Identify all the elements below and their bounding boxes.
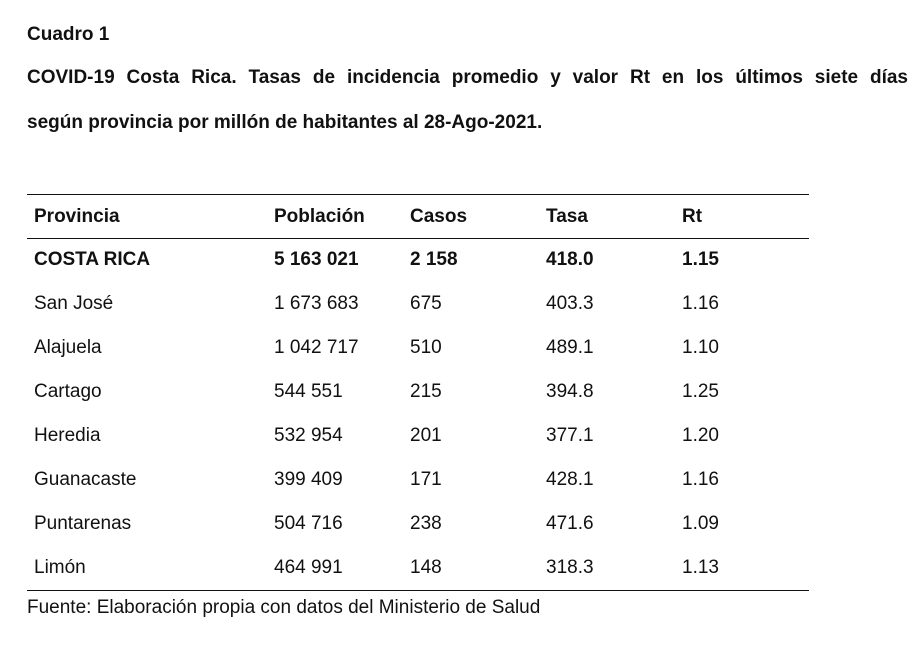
cell-casos: 201 <box>410 425 442 446</box>
cell-tasa: 428.1 <box>546 469 594 490</box>
cell-tasa: 377.1 <box>546 425 594 446</box>
table-row: Alajuela 1 042 717 510 489.1 1.10 <box>27 326 809 370</box>
cell-casos: 2 158 <box>410 249 458 270</box>
cell-rt: 1.09 <box>682 513 719 534</box>
cell-tasa: 403.3 <box>546 293 594 314</box>
cell-tasa: 318.3 <box>546 557 594 578</box>
table-row: Guanacaste 399 409 171 428.1 1.16 <box>27 458 809 502</box>
total-row: COSTA RICA 5 163 021 2 158 418.0 1.15 <box>27 238 809 282</box>
cell-poblacion: 1 673 683 <box>274 293 359 314</box>
cell-tasa: 471.6 <box>546 513 594 534</box>
cell-provincia: Guanacaste <box>34 469 137 490</box>
cell-provincia: Heredia <box>34 425 101 446</box>
cell-poblacion: 504 716 <box>274 513 343 534</box>
cell-provincia: San José <box>34 293 114 314</box>
table-header-rule <box>27 238 809 239</box>
table-row: Limón 464 991 148 318.3 1.13 <box>27 546 809 590</box>
caption-line-1: COVID-19 Costa Rica. Tasas de incidencia… <box>27 67 908 88</box>
province-table: Provincia Población Casos Tasa Rt COSTA … <box>27 195 809 590</box>
table-label: Cuadro 1 <box>27 24 110 45</box>
cell-casos: 510 <box>410 337 442 358</box>
cell-poblacion: 532 954 <box>274 425 343 446</box>
cell-rt: 1.13 <box>682 557 719 578</box>
table-top-rule <box>27 194 809 195</box>
cell-casos: 238 <box>410 513 442 534</box>
cell-tasa: 489.1 <box>546 337 594 358</box>
header-poblacion: Población <box>274 205 365 227</box>
cell-provincia: Limón <box>34 557 86 578</box>
cell-poblacion: 544 551 <box>274 381 343 402</box>
header-rt: Rt <box>682 205 703 227</box>
cell-casos: 215 <box>410 381 442 402</box>
cell-casos: 675 <box>410 293 442 314</box>
table-row: San José 1 673 683 675 403.3 1.16 <box>27 282 809 326</box>
cell-provincia: Puntarenas <box>34 513 132 534</box>
table-row: Cartago 544 551 215 394.8 1.25 <box>27 370 809 414</box>
header-provincia: Provincia <box>34 205 120 227</box>
header-casos: Casos <box>410 205 468 227</box>
cell-poblacion: 464 991 <box>274 557 343 578</box>
cell-rt: 1.20 <box>682 425 719 446</box>
cell-poblacion: 1 042 717 <box>274 337 359 358</box>
cell-tasa: 394.8 <box>546 381 594 402</box>
table-row: Puntarenas 504 716 238 471.6 1.09 <box>27 502 809 546</box>
table-header-row: Provincia Población Casos Tasa Rt <box>27 195 809 238</box>
header-tasa: Tasa <box>546 205 588 227</box>
cell-provincia: COSTA RICA <box>34 249 151 270</box>
cell-poblacion: 399 409 <box>274 469 343 490</box>
caption-line-2: según provincia por millón de habitantes… <box>27 112 543 133</box>
cell-rt: 1.16 <box>682 469 719 490</box>
cell-rt: 1.15 <box>682 249 719 270</box>
cell-provincia: Cartago <box>34 381 102 402</box>
cell-poblacion: 5 163 021 <box>274 249 359 270</box>
cell-tasa: 418.0 <box>546 249 594 270</box>
table-row: Heredia 532 954 201 377.1 1.20 <box>27 414 809 458</box>
cell-rt: 1.10 <box>682 337 719 358</box>
cell-casos: 171 <box>410 469 442 490</box>
table-bottom-rule <box>27 590 809 591</box>
cell-casos: 148 <box>410 557 442 578</box>
cell-provincia: Alajuela <box>34 337 102 358</box>
source-note: Fuente: Elaboración propia con datos del… <box>27 597 541 618</box>
cell-rt: 1.25 <box>682 381 719 402</box>
cell-rt: 1.16 <box>682 293 719 314</box>
